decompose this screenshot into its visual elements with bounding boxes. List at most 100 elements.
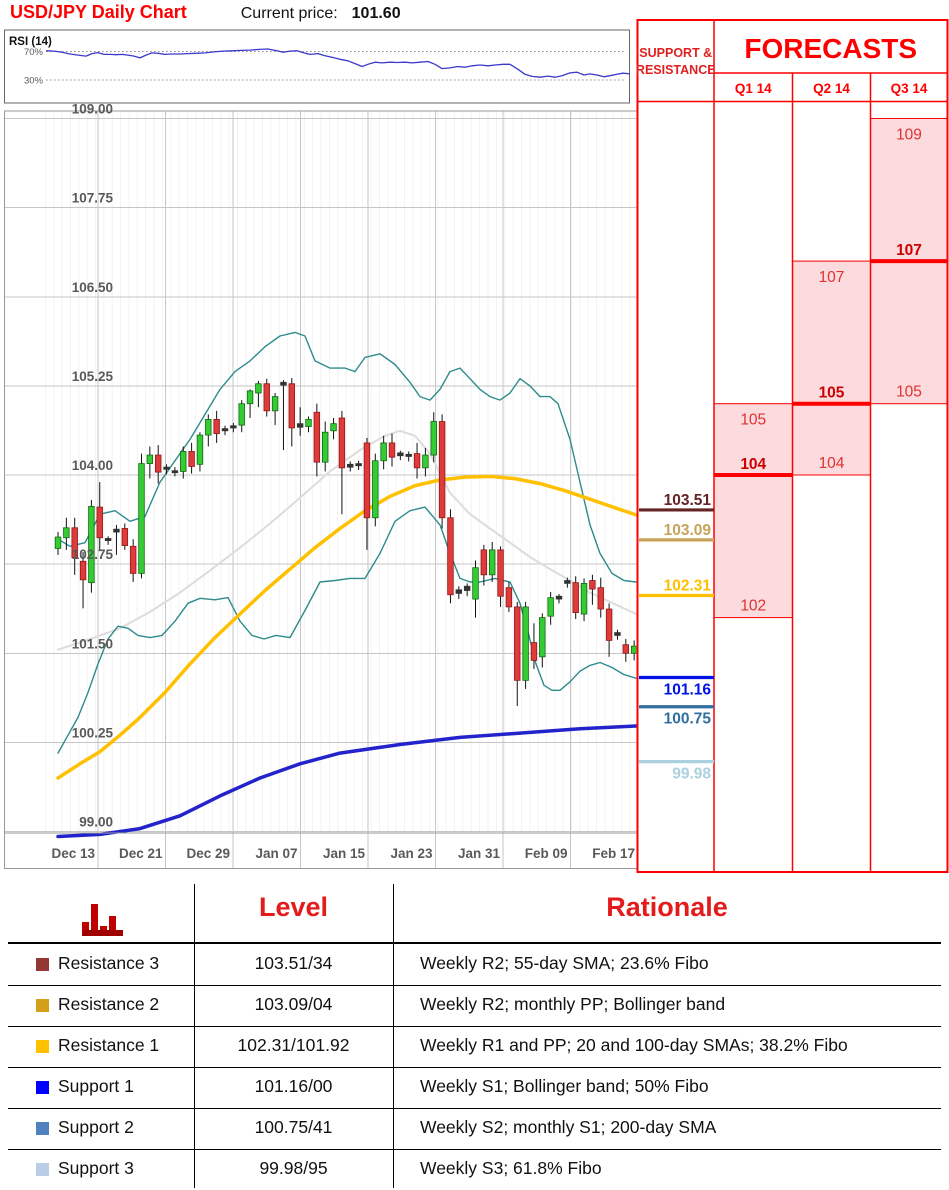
table-row: Resistance 1 102.31/101.92 Weekly R1 and P… [8,1026,941,1068]
candle [271,396,279,412]
bar-chart-icon [82,904,123,936]
candle [430,421,437,456]
candle [422,454,429,469]
candle [497,549,504,597]
candle [614,632,621,636]
candle [388,442,396,458]
level-rationale: Weekly S2; monthly S1; 200-day SMA [420,1117,717,1137]
level-name: Support 2 [58,1117,134,1137]
candle [280,381,287,386]
x-axis-tick: Feb 09 [525,846,568,861]
level-color-swatch [36,958,49,971]
candle [539,617,546,658]
table-row: Resistance 3 103.51/34 Weekly R2; 55-day S… [8,944,941,986]
forecast-point: 104 [740,456,766,473]
x-axis-tick: Jan 07 [255,846,297,861]
level-color-swatch [36,999,49,1012]
level-rationale: Weekly R1 and PP; 20 and 100-day SMAs; 3… [420,1035,848,1055]
candle [347,463,354,468]
candle [372,460,379,519]
candle [413,453,421,469]
candle [154,454,162,473]
table-row: Support 1 101.16/00 Weekly S1; Bollinger b… [8,1067,941,1109]
table-divider [8,942,941,944]
table-row: Support 3 99.98/95 Weekly S3; 61.8% Fibo [8,1149,941,1190]
candle [213,418,220,435]
level-value: 99.98/95 [259,1158,328,1178]
candle [63,527,70,539]
x-axis-tick: Feb 17 [592,846,635,861]
level-name: Resistance 2 [58,994,160,1014]
sr-level-label: 102.31 [664,577,712,594]
sr-level-label: 103.09 [664,522,712,539]
forecast-high: 105 [740,412,766,429]
x-axis-tick: Jan 15 [323,846,366,861]
y-axis-tick: 109.00 [72,102,113,117]
sma-55-gray [57,429,637,651]
table-header-rationale: Rationale [606,892,728,922]
candle [230,425,237,429]
candle [246,390,254,405]
candle [463,585,471,591]
candle [380,442,387,462]
candle [405,453,412,457]
sr-level-label: 101.16 [664,681,712,698]
candle [104,538,112,541]
candle [263,383,270,412]
candle [472,567,479,600]
y-axis-tick: 106.50 [72,280,113,295]
candle [180,451,187,472]
candle [630,645,638,654]
table-divider [194,884,195,1188]
candle [88,505,95,584]
candle [205,418,212,436]
candle [514,606,521,681]
candle [580,582,588,615]
rsi-line [45,48,631,78]
forecasts-header: FORECASTS [744,33,917,64]
sr-level-label: 99.98 [672,766,711,783]
forecast-low: 102 [740,598,766,615]
level-value: 101.16/00 [254,1076,333,1096]
rsi-70-label: 70% [24,47,44,58]
level-color-swatch [36,1122,49,1135]
forecast-high: 107 [819,269,845,286]
forecast-point: 107 [896,242,922,259]
rsi-30-label: 30% [24,76,44,87]
sr-level-label: 103.51 [664,492,712,509]
report-header: USD/JPY Daily Chart Current price: 101.6… [10,2,401,23]
level-name: Support 1 [58,1076,134,1096]
candle [255,383,262,394]
candle [530,642,538,661]
candle [79,560,87,581]
candle [129,545,137,574]
x-axis-tick: Jan 31 [458,846,501,861]
y-axis-tick: 100.25 [72,725,114,740]
candle [505,587,513,608]
current-price-value: 101.60 [351,5,401,22]
candle [338,417,346,469]
candle [438,421,446,519]
candle [113,528,120,533]
candle [305,418,312,427]
level-value: 103.09/04 [254,994,333,1014]
candle [221,428,229,432]
candle [71,527,78,559]
forecast-point: 105 [819,385,845,402]
candle [238,403,245,426]
sma-200-blue [56,724,638,839]
x-axis-tick: Dec 21 [119,846,163,861]
level-value: 102.31/101.92 [237,1035,350,1055]
y-axis-tick: 99.00 [79,815,113,830]
level-color-swatch [36,1163,49,1176]
candle [296,423,304,428]
sr-level-label: 100.75 [664,711,712,728]
level-value: 103.51/34 [254,953,333,973]
x-axis-tick: Jan 23 [390,846,433,861]
candle [447,517,454,596]
level-color-swatch [36,1081,49,1094]
candle [138,463,145,574]
level-color-swatch [36,1040,49,1053]
bollinger-upper [57,331,637,583]
rsi-panel [4,29,630,104]
